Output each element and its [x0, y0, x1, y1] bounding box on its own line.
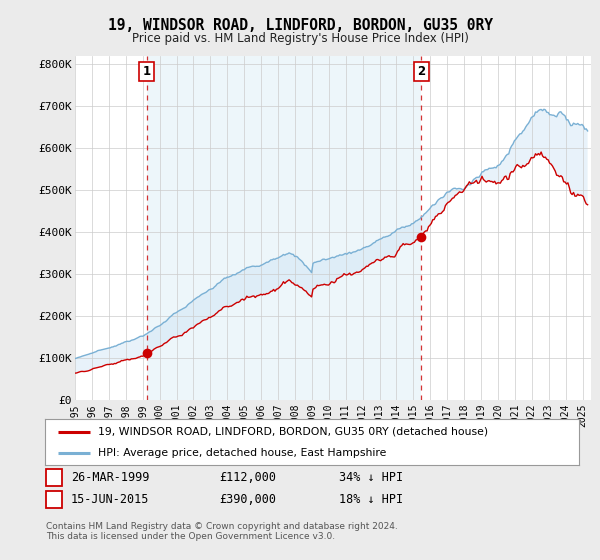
Bar [146, 56, 421, 400]
Text: 1: 1 [143, 65, 151, 78]
Text: Contains HM Land Registry data © Crown copyright and database right 2024.
This d: Contains HM Land Registry data © Crown c… [46, 522, 397, 542]
Text: £390,000: £390,000 [219, 493, 276, 506]
Text: 26-MAR-1999: 26-MAR-1999 [71, 471, 149, 484]
Text: 19, WINDSOR ROAD, LINDFORD, BORDON, GU35 0RY: 19, WINDSOR ROAD, LINDFORD, BORDON, GU35… [107, 18, 493, 33]
Text: HPI: Average price, detached house, East Hampshire: HPI: Average price, detached house, East… [98, 449, 387, 458]
Text: 1: 1 [50, 473, 58, 483]
Text: 2: 2 [50, 494, 58, 505]
Text: 15-JUN-2015: 15-JUN-2015 [71, 493, 149, 506]
Text: 19, WINDSOR ROAD, LINDFORD, BORDON, GU35 0RY (detached house): 19, WINDSOR ROAD, LINDFORD, BORDON, GU35… [98, 427, 488, 437]
Text: 34% ↓ HPI: 34% ↓ HPI [339, 471, 403, 484]
Text: Price paid vs. HM Land Registry's House Price Index (HPI): Price paid vs. HM Land Registry's House … [131, 32, 469, 45]
Text: £112,000: £112,000 [219, 471, 276, 484]
Text: 2: 2 [417, 65, 425, 78]
Text: 18% ↓ HPI: 18% ↓ HPI [339, 493, 403, 506]
